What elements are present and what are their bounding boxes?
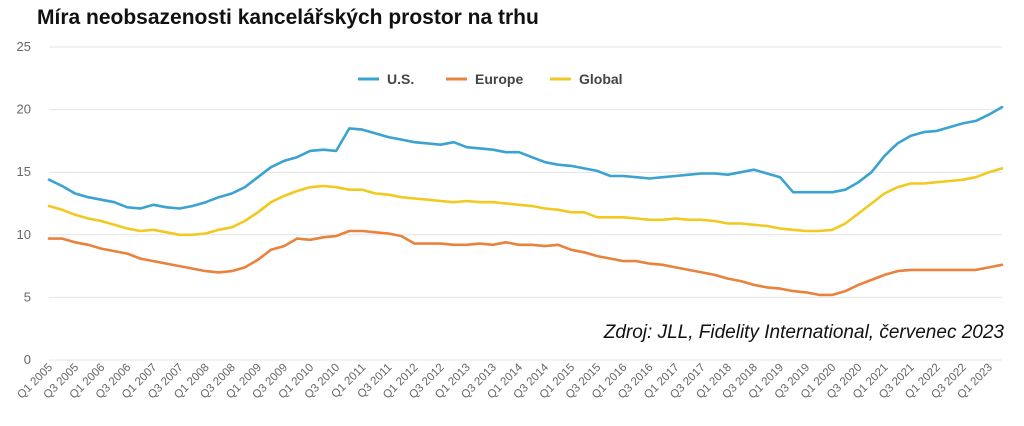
legend-label-u-s: U.S. <box>387 71 414 87</box>
chart-title: Míra neobsazenosti kancelářských prostor… <box>37 6 539 29</box>
series-line-global <box>47 167 1004 237</box>
y-tick-label: 20 <box>17 102 31 117</box>
series-layer <box>47 105 1004 297</box>
y-tick-label: 5 <box>24 289 31 304</box>
y-tick-label: 25 <box>17 39 31 54</box>
series-line-u-s <box>47 105 1004 210</box>
legend-label-global: Global <box>579 71 623 87</box>
y-tick-label: 15 <box>17 164 31 179</box>
legend: U.S. Europe Global <box>358 71 623 87</box>
series-line-europe <box>47 229 1004 297</box>
source-note: Zdroj: JLL, Fidelity International, červ… <box>603 322 1004 343</box>
y-tick-label: 10 <box>17 227 31 242</box>
grid-layer <box>49 46 1002 361</box>
y-axis-ticks: 0 5 10 15 20 25 <box>17 39 31 367</box>
legend-label-europe: Europe <box>475 71 523 87</box>
y-tick-label: 0 <box>24 352 31 367</box>
